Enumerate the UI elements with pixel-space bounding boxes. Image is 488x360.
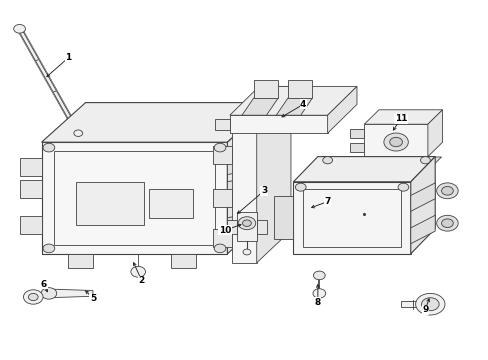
Text: 6: 6 (41, 280, 47, 289)
Circle shape (242, 220, 251, 226)
Polygon shape (76, 182, 144, 225)
Polygon shape (212, 146, 232, 164)
Text: 11: 11 (394, 114, 407, 123)
Polygon shape (417, 157, 441, 166)
Circle shape (131, 266, 145, 277)
Circle shape (420, 157, 429, 164)
Text: 10: 10 (218, 226, 231, 235)
Polygon shape (68, 254, 93, 268)
Circle shape (243, 249, 250, 255)
Polygon shape (49, 289, 93, 298)
Polygon shape (287, 80, 312, 98)
Polygon shape (20, 180, 41, 198)
Polygon shape (212, 189, 232, 207)
Polygon shape (410, 215, 434, 244)
Circle shape (383, 133, 407, 151)
Polygon shape (20, 216, 41, 234)
Text: 3: 3 (261, 186, 266, 195)
Polygon shape (364, 124, 427, 157)
Polygon shape (229, 115, 327, 133)
Circle shape (421, 298, 438, 311)
Circle shape (313, 271, 325, 280)
Circle shape (74, 130, 82, 136)
Circle shape (436, 183, 457, 199)
Polygon shape (410, 157, 434, 254)
Polygon shape (171, 254, 195, 268)
Polygon shape (232, 86, 290, 119)
Polygon shape (227, 220, 237, 234)
Polygon shape (349, 143, 364, 152)
Circle shape (436, 215, 457, 231)
Polygon shape (227, 179, 242, 196)
Polygon shape (364, 110, 442, 124)
Polygon shape (293, 157, 434, 182)
Polygon shape (327, 86, 356, 133)
Circle shape (41, 288, 57, 299)
Polygon shape (237, 212, 256, 241)
Circle shape (441, 186, 452, 195)
Polygon shape (256, 220, 266, 234)
Polygon shape (400, 301, 420, 307)
Circle shape (322, 157, 332, 164)
Polygon shape (20, 158, 41, 176)
Polygon shape (41, 142, 227, 254)
Text: 1: 1 (65, 53, 71, 62)
Circle shape (43, 244, 55, 253)
Polygon shape (253, 80, 278, 98)
Polygon shape (215, 119, 229, 130)
Circle shape (28, 293, 38, 301)
Circle shape (43, 143, 55, 152)
Polygon shape (293, 182, 410, 254)
Text: 7: 7 (324, 197, 330, 206)
Polygon shape (410, 183, 434, 211)
Polygon shape (232, 119, 256, 263)
Polygon shape (212, 229, 232, 247)
Polygon shape (18, 28, 80, 134)
Polygon shape (41, 103, 271, 142)
Polygon shape (229, 86, 356, 115)
Circle shape (238, 217, 255, 230)
Polygon shape (227, 215, 242, 232)
Polygon shape (273, 196, 293, 239)
Text: 4: 4 (299, 100, 306, 109)
Text: 5: 5 (90, 294, 96, 303)
Circle shape (441, 219, 452, 228)
Polygon shape (149, 189, 193, 218)
Circle shape (389, 138, 402, 147)
Circle shape (214, 244, 225, 253)
Polygon shape (242, 98, 278, 115)
Text: 9: 9 (421, 305, 428, 314)
Text: 2: 2 (139, 276, 144, 285)
Polygon shape (276, 98, 312, 115)
Circle shape (214, 143, 225, 152)
Polygon shape (256, 86, 290, 263)
Circle shape (23, 290, 43, 304)
Circle shape (397, 183, 408, 191)
Circle shape (415, 293, 444, 315)
Circle shape (312, 289, 325, 298)
Polygon shape (227, 103, 271, 254)
Text: 8: 8 (314, 298, 320, 307)
Polygon shape (227, 157, 242, 175)
Circle shape (295, 183, 305, 191)
Circle shape (14, 24, 25, 33)
Polygon shape (427, 110, 442, 157)
Polygon shape (349, 129, 364, 138)
